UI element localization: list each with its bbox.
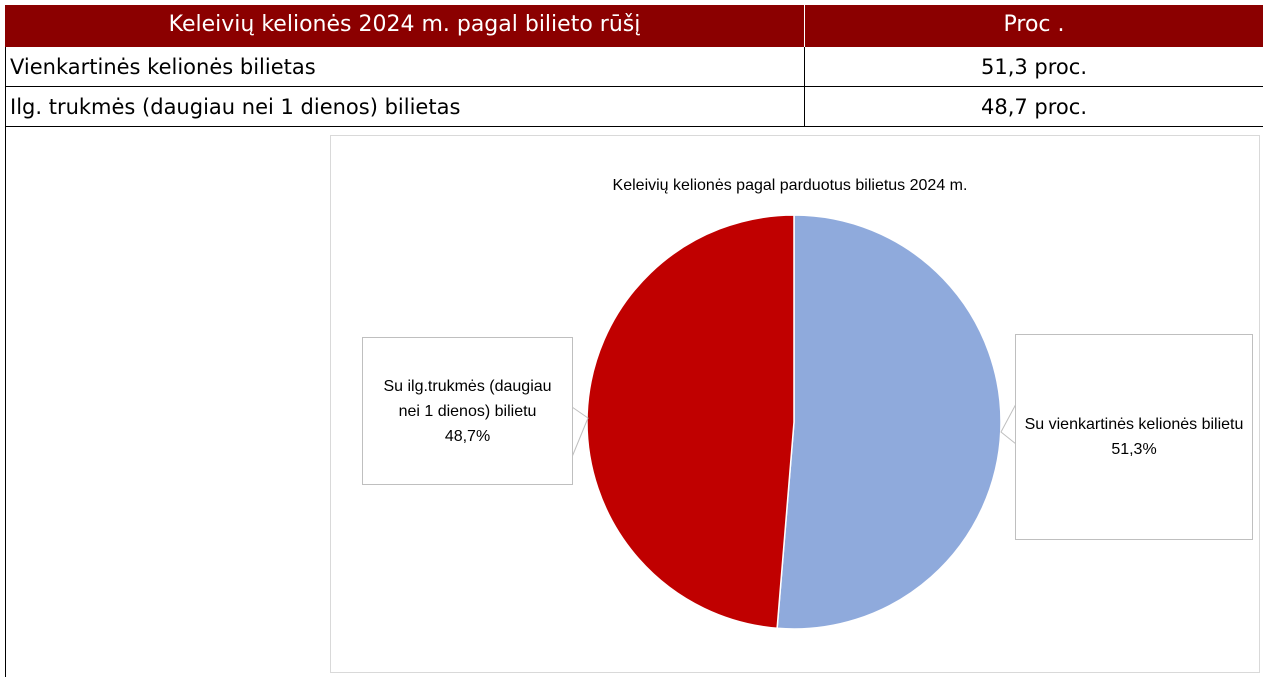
value-label: 51,3%: [1111, 441, 1157, 458]
header-cell: Keleivių kelionės 2024 m. pagal bilieto …: [5, 5, 805, 47]
row-value: 48,7 proc.: [805, 87, 1263, 127]
data-label: Su vienkartinės kelionės bilietu 51,3%: [1015, 334, 1253, 540]
category-label: Su vienkartinės kelionės bilietu: [1024, 416, 1244, 433]
row-label: Vienkartinės kelionės bilietas: [5, 47, 805, 87]
chart-area: [330, 135, 1260, 673]
row-label: Ilg. trukmės (daugiau nei 1 dienos) bili…: [5, 87, 805, 127]
category-label: Su ilg.trukmės (daugiau nei 1 dienos) bi…: [383, 377, 552, 420]
pie-slice: [776, 214, 1002, 630]
callout-pointer: [1000, 403, 1017, 445]
value-label: 48,7%: [444, 427, 491, 445]
row-value: 51,3 proc.: [805, 47, 1263, 87]
chart-title: Keleivių kelionės pagal parduotus biliet…: [613, 177, 968, 194]
header-cell: Proc .: [805, 5, 1263, 47]
data-label: Su ilg.trukmės (daugiau nei 1 dienos) bi…: [362, 337, 573, 485]
callout-pointer: [571, 406, 589, 458]
border: [5, 127, 6, 677]
pie-slice: [586, 214, 795, 630]
